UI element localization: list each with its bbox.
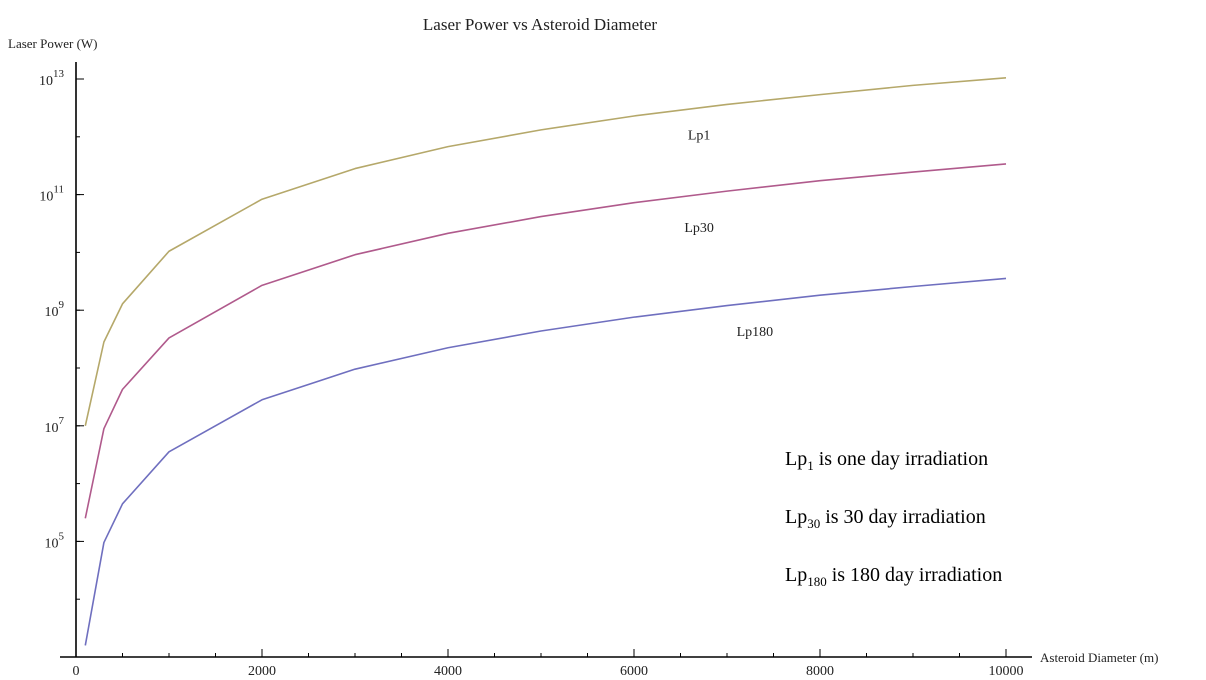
legend-note-lp180: Lp180 is 180 day irradiation [785, 564, 1002, 590]
legend-note-lp180-base: Lp [785, 564, 808, 586]
legend-note-lp180-text: is 180 day irradiation [826, 564, 1003, 586]
x-tick-label: 8000 [806, 664, 834, 679]
x-tick-label: 2000 [248, 664, 276, 679]
y-tick-label: 107 [45, 415, 65, 436]
x-tick-label: 10000 [989, 664, 1024, 679]
curve-label-lp1: Lp1 [688, 129, 711, 144]
legend-note-lp30-text: is 30 day irradiation [820, 506, 986, 528]
legend-note-lp30-sub: 30 [807, 516, 821, 531]
legend-note-lp1-sub: 1 [807, 458, 814, 473]
series-line-lp30 [84, 163, 1007, 519]
curve-label-lp30: Lp30 [684, 221, 714, 236]
y-tick-label: 1013 [39, 68, 65, 89]
legend-note-lp180-sub: 180 [807, 574, 827, 589]
legend-note-lp1-text: is one day irradiation [813, 448, 989, 470]
x-tick-label: 0 [73, 664, 80, 679]
legend-note-lp1: Lp1 is one day irradiation [785, 448, 988, 474]
y-tick-label: 109 [45, 299, 65, 320]
y-axis-label: Laser Power (W) [8, 36, 98, 51]
x-tick-label: 6000 [620, 664, 648, 679]
y-tick-label: 1011 [39, 184, 64, 205]
x-axis-label: Asteroid Diameter (m) [1040, 650, 1158, 665]
series-line-lp180 [84, 277, 1007, 646]
series-line-lp1 [84, 77, 1007, 426]
legend-note-lp30-base: Lp [785, 506, 808, 528]
curve-label-lp180: Lp180 [737, 325, 774, 340]
x-tick-label: 4000 [434, 664, 462, 679]
legend-note-lp30: Lp30 is 30 day irradiation [785, 506, 986, 532]
chart-title: Laser Power vs Asteroid Diameter [423, 15, 657, 34]
y-tick-label: 105 [45, 530, 65, 551]
legend-note-lp1-base: Lp [785, 448, 808, 470]
